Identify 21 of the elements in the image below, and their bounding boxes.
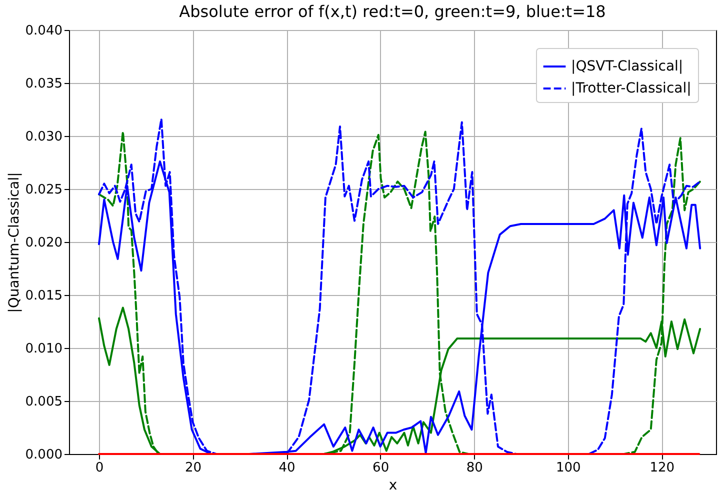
x-tick-label: 40	[278, 460, 296, 476]
x-tick-label: 80	[466, 460, 483, 476]
x-tick-label: 120	[650, 460, 675, 476]
y-tick-label: 0.015	[25, 288, 62, 304]
y-tick-label: 0.020	[25, 236, 62, 250]
legend-label: |QSVT-Classical|	[571, 58, 684, 74]
y-tick-label: 0.005	[25, 394, 62, 410]
chart-title: Absolute error of f(x,t) red:t=0, green:t=9, blue:t=18	[179, 2, 606, 21]
x-tick-label: 100	[556, 460, 581, 476]
y-tick-label: 0.030	[25, 130, 62, 144]
y-axis-title: |Quantum-Classical|	[6, 172, 22, 313]
x-tick-label: 60	[372, 460, 390, 476]
y-tick-label: 0.000	[25, 448, 62, 462]
y-tick-label: 0.035	[25, 76, 62, 92]
y-tick-label: 0.010	[25, 342, 62, 356]
y-tick-label: 0.025	[25, 182, 62, 198]
x-tick-label: 0	[95, 460, 104, 476]
x-tick-label: 20	[185, 460, 202, 476]
legend-label: |Trotter-Classical|	[571, 80, 692, 96]
y-tick-label: 0.040	[25, 24, 62, 38]
x-axis-title: x	[388, 478, 398, 494]
